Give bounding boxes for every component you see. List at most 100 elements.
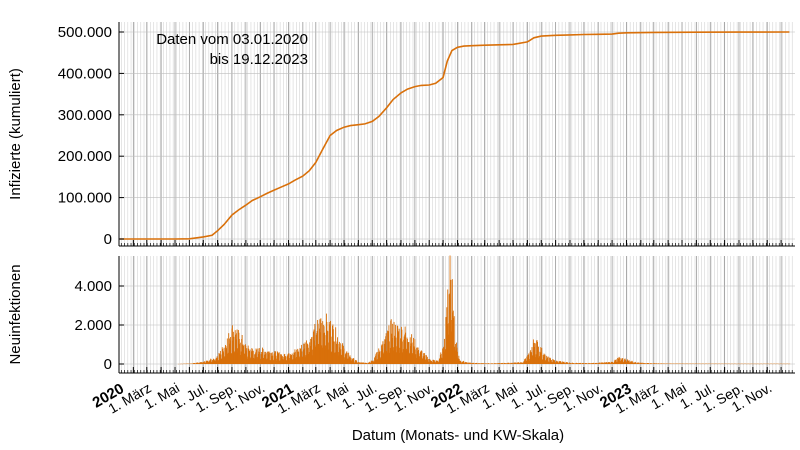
daily-bar xyxy=(408,341,410,364)
daily-bar xyxy=(601,362,602,364)
daily-bar xyxy=(240,351,242,364)
daily-bar xyxy=(543,353,545,364)
daily-bar xyxy=(591,363,593,364)
daily-bar xyxy=(544,354,546,364)
daily-bar xyxy=(245,350,247,364)
daily-bar xyxy=(475,363,476,364)
y-tick-label: 4.000 xyxy=(74,278,112,295)
daily-bar xyxy=(545,360,547,364)
daily-bar xyxy=(513,362,515,364)
daily-bar xyxy=(550,360,552,364)
daily-bar xyxy=(260,354,262,364)
daily-bar xyxy=(221,358,223,364)
daily-bar xyxy=(530,352,532,364)
daily-bar xyxy=(605,362,607,364)
daily-bar xyxy=(457,358,459,364)
daily-bar xyxy=(639,362,641,364)
daily-bar xyxy=(539,352,541,364)
daily-bar xyxy=(385,333,387,364)
daily-bar xyxy=(598,362,600,364)
daily-bar xyxy=(306,348,308,364)
daily-bar xyxy=(543,356,545,364)
daily-bar xyxy=(380,358,382,364)
daily-bar xyxy=(632,361,633,364)
daily-bar xyxy=(302,349,304,364)
daily-bar xyxy=(640,363,642,364)
daily-bar xyxy=(226,338,228,364)
daily-bar xyxy=(612,362,614,364)
daily-bar xyxy=(235,334,237,364)
daily-bar xyxy=(219,353,220,364)
daily-bar xyxy=(323,324,325,364)
daily-bar xyxy=(535,357,537,364)
daily-bar xyxy=(482,363,484,364)
daily-bar xyxy=(614,360,616,364)
daily-bar xyxy=(555,361,557,364)
daily-bar xyxy=(374,357,376,364)
daily-bar xyxy=(560,361,562,364)
daily-bar xyxy=(588,363,590,364)
daily-bar xyxy=(453,316,455,364)
daily-bar xyxy=(244,345,246,364)
daily-bar xyxy=(198,363,200,364)
daily-bar xyxy=(594,363,595,364)
daily-bar xyxy=(288,353,289,364)
daily-bar xyxy=(337,337,338,364)
daily-bar xyxy=(445,316,447,364)
daily-bar xyxy=(625,359,626,364)
daily-bar xyxy=(396,346,398,364)
daily-bar xyxy=(629,362,631,364)
daily-bar xyxy=(534,343,536,364)
daily-bar xyxy=(549,357,551,364)
daily-bar xyxy=(280,357,282,364)
daily-panel: 0 2.000 4.000 Neuinfektionen xyxy=(7,255,795,374)
daily-bar xyxy=(346,351,348,364)
daily-bar xyxy=(301,351,303,364)
daily-bar xyxy=(494,363,496,364)
daily-bar xyxy=(263,358,265,364)
daily-bar xyxy=(371,361,373,364)
daily-bar xyxy=(215,357,217,364)
daily-bar xyxy=(564,363,566,364)
daily-bar xyxy=(620,359,622,364)
daily-bar xyxy=(588,362,590,364)
daily-bar xyxy=(463,361,465,364)
daily-bar xyxy=(393,321,395,364)
daily-bar xyxy=(464,363,466,364)
daily-bar xyxy=(438,362,439,364)
daily-bar xyxy=(451,279,453,364)
daily-bar xyxy=(570,362,572,364)
daily-bar xyxy=(636,362,638,364)
daily-bar xyxy=(630,361,632,364)
daily-bar xyxy=(627,361,629,364)
daily-bar xyxy=(408,352,410,364)
daily-bar xyxy=(400,338,401,364)
daily-bar xyxy=(617,357,619,364)
daily-bar xyxy=(516,363,518,364)
daily-bar xyxy=(334,352,336,364)
daily-bar xyxy=(461,361,463,364)
daily-bar xyxy=(411,342,413,364)
daily-bar xyxy=(595,362,597,364)
daily-bar xyxy=(608,362,610,364)
cumulative-y-axis-label: Infizierte (kumuliert) xyxy=(7,68,24,200)
daily-bar xyxy=(353,358,355,364)
daily-bar xyxy=(266,359,268,364)
daily-bar xyxy=(405,350,407,364)
daily-bar xyxy=(598,363,600,364)
daily-bar xyxy=(547,356,549,364)
daily-bar xyxy=(618,356,620,364)
daily-bar xyxy=(523,361,525,364)
daily-bar xyxy=(319,332,321,364)
daily-bar xyxy=(232,340,234,364)
daily-bar xyxy=(417,347,419,364)
daily-bar xyxy=(349,355,351,364)
daily-bar xyxy=(409,337,411,364)
daily-bar xyxy=(623,362,625,364)
daily-bar xyxy=(518,362,520,364)
daily-bar xyxy=(363,363,365,364)
daily-bar xyxy=(345,352,347,364)
daily-bar xyxy=(562,361,563,364)
daily-bar xyxy=(370,360,372,364)
daily-bar xyxy=(293,354,294,364)
